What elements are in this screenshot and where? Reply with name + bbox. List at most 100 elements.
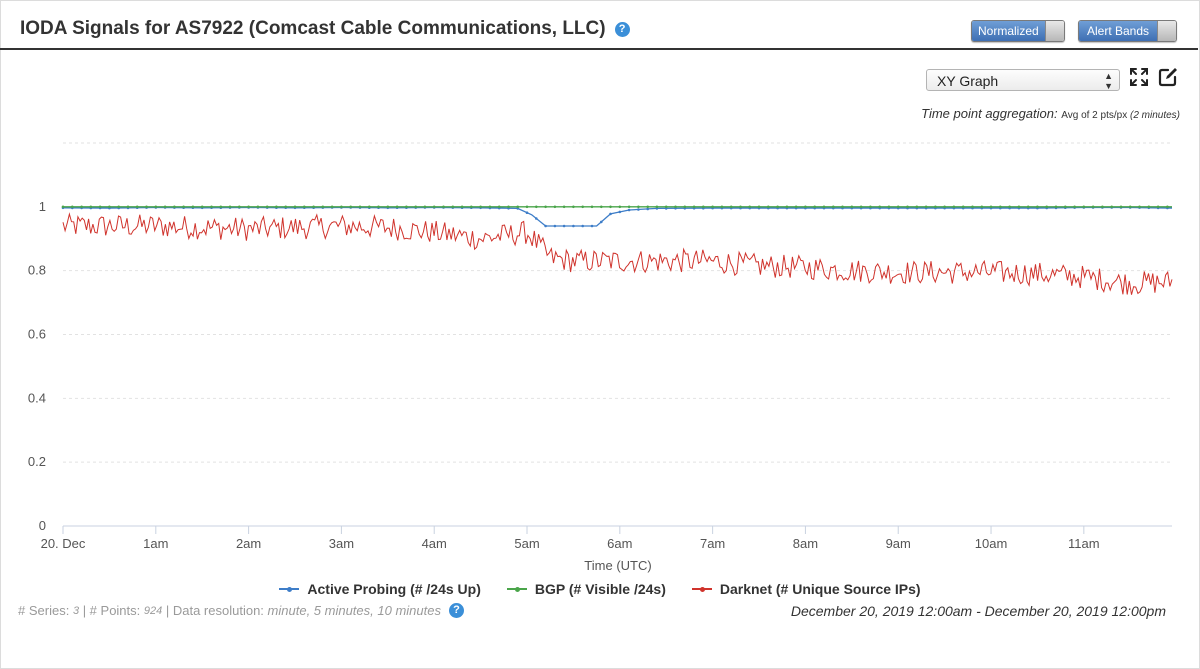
- y-tick-label: 1: [39, 199, 46, 214]
- data-point: [349, 205, 353, 209]
- legend-swatch-bgp: [506, 586, 527, 592]
- data-point: [321, 205, 325, 209]
- data-point: [108, 205, 111, 209]
- x-axis: 20. Dec 1am 2am 3am 4am 5am 6am 7am 8am 9am 10am 11…: [41, 525, 1172, 551]
- data-point: [368, 205, 371, 209]
- x-tick-label: 10am: [975, 536, 1008, 551]
- data-point: [525, 211, 529, 214]
- data-point: [664, 205, 668, 209]
- data-point: [637, 205, 640, 209]
- header-divider: [0, 48, 1198, 50]
- data-point: [627, 205, 631, 209]
- help-icon[interactable]: ?: [448, 603, 464, 618]
- data-point: [1147, 205, 1151, 209]
- series-active_probing: [61, 206, 1173, 228]
- data-point: [488, 205, 492, 209]
- data-point: [497, 205, 501, 209]
- data-point: [405, 205, 408, 209]
- data-point: [813, 205, 816, 209]
- data-point: [340, 205, 343, 209]
- data-point: [618, 205, 622, 209]
- data-point: [358, 205, 362, 209]
- data-point: [887, 205, 891, 209]
- legend-item-bgp[interactable]: BGP (# Visible /24s): [506, 581, 666, 597]
- toggle-knob: [1044, 21, 1064, 41]
- data-point: [971, 205, 974, 209]
- fullscreen-icon[interactable]: [1128, 66, 1150, 88]
- data-point: [1091, 205, 1095, 209]
- legend-label: BGP (# Visible /24s): [534, 581, 666, 597]
- data-point: [794, 205, 798, 209]
- series-layer: [61, 205, 1173, 295]
- x-tick-label: 6am: [607, 536, 632, 551]
- series-count: 3: [72, 604, 80, 617]
- data-point: [980, 205, 984, 209]
- data-point: [535, 217, 538, 220]
- y-tick-label: 0.2: [28, 454, 46, 469]
- alert-bands-toggle[interactable]: Alert Bands: [1078, 20, 1178, 42]
- data-point: [841, 205, 844, 209]
- data-point: [525, 205, 529, 209]
- page-title: IODA Signals for AS7922 (Comcast Cable C…: [20, 18, 606, 39]
- view-select[interactable]: XY Graph ▲ ▼: [926, 69, 1120, 91]
- data-point: [442, 205, 445, 209]
- data-point: [590, 224, 594, 228]
- legend-swatch-active-probing: [279, 586, 300, 592]
- aggregation-label: Time point aggregation:: [921, 106, 1058, 121]
- data-point: [943, 205, 946, 209]
- data-point: [89, 205, 93, 209]
- series-count-label: # Series:: [18, 603, 70, 618]
- x-axis-title: Time (UTC): [584, 558, 651, 573]
- data-point: [470, 205, 473, 209]
- x-tick-label: 1am: [143, 536, 168, 551]
- data-point: [228, 205, 232, 209]
- data-point: [1026, 205, 1030, 209]
- data-point: [572, 205, 575, 209]
- data-point: [154, 205, 158, 209]
- data-point: [312, 205, 315, 209]
- data-point: [646, 207, 649, 211]
- x-tick-label: 8am: [793, 536, 818, 551]
- data-point: [98, 205, 102, 209]
- data-point: [1156, 205, 1160, 209]
- y-tick-label: 0: [39, 518, 46, 533]
- points-count: 924: [143, 604, 163, 617]
- data-point: [600, 205, 603, 209]
- data-point: [739, 205, 742, 209]
- legend-item-active-probing[interactable]: Active Probing (# /24s Up): [279, 581, 481, 597]
- data-point: [553, 224, 557, 228]
- data-point: [1110, 205, 1113, 209]
- data-point: [804, 205, 807, 209]
- data-point: [822, 205, 826, 209]
- data-point: [135, 205, 139, 209]
- data-point: [173, 205, 176, 209]
- data-point: [600, 220, 603, 224]
- data-point: [869, 205, 872, 209]
- data-point: [590, 205, 594, 209]
- data-point: [247, 205, 250, 209]
- data-point: [906, 205, 909, 209]
- data-point: [126, 205, 130, 209]
- x-tick-label: 3am: [329, 536, 354, 551]
- view-select-value: XY Graph: [937, 73, 999, 89]
- data-point: [572, 224, 575, 228]
- y-tick-label: 0.6: [28, 327, 46, 342]
- data-point: [330, 205, 334, 209]
- data-point: [999, 205, 1002, 209]
- data-point: [182, 205, 185, 209]
- data-point: [711, 205, 714, 209]
- edit-icon[interactable]: [1157, 66, 1179, 88]
- data-point: [859, 205, 863, 209]
- data-point: [1082, 205, 1086, 209]
- data-point: [61, 205, 65, 209]
- help-icon[interactable]: ?: [614, 21, 630, 37]
- data-point: [460, 205, 464, 209]
- normalized-toggle[interactable]: Normalized: [971, 20, 1065, 42]
- legend-item-darknet[interactable]: Darknet (# Unique Source IPs): [691, 581, 921, 597]
- data-point: [219, 205, 223, 209]
- y-axis: 0 0.2 0.4 0.6 0.8 1: [28, 199, 46, 533]
- data-point: [80, 205, 83, 209]
- data-point: [1119, 205, 1123, 209]
- data-point: [284, 205, 288, 209]
- data-point: [1138, 205, 1141, 209]
